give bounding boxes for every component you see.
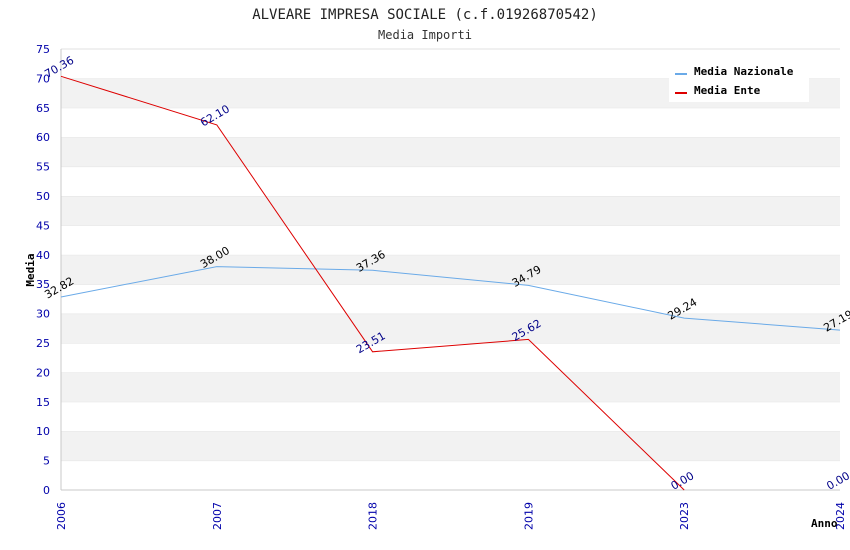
grid-band xyxy=(61,313,840,343)
y-tick-label: 15 xyxy=(36,396,50,409)
y-tick-label: 5 xyxy=(43,455,50,468)
axes xyxy=(60,49,840,491)
legend-entry: Media Nazionale xyxy=(694,65,794,78)
grid-band xyxy=(61,196,840,226)
legend: Media Nazionale Media Ente xyxy=(669,60,809,102)
legend-entry: Media Ente xyxy=(694,84,761,97)
y-tick-label: 20 xyxy=(36,366,50,379)
grid-band xyxy=(61,431,840,461)
x-tick-label: 2019 xyxy=(522,502,535,530)
y-tick-label: 40 xyxy=(36,249,50,262)
grid-band xyxy=(61,401,840,432)
y-tick-label: 50 xyxy=(36,190,50,203)
x-axis-ticks: 2006 2007 2018 2019 2023 2024 xyxy=(55,502,847,530)
x-tick-label: 2006 xyxy=(55,502,68,530)
grid-bands xyxy=(61,48,840,490)
y-tick-label: 45 xyxy=(36,219,50,232)
y-tick-label: 10 xyxy=(36,425,50,438)
grid-band xyxy=(61,166,840,196)
y-tick-label: 30 xyxy=(36,308,50,321)
series-line-1 xyxy=(60,75,685,491)
y-tick-label: 65 xyxy=(36,102,50,115)
y-tick-label: 25 xyxy=(36,337,50,350)
x-axis-label: Anno xyxy=(811,517,838,530)
grid-band xyxy=(61,372,840,402)
x-tick-label: 2023 xyxy=(678,502,691,530)
y-axis-label: Media xyxy=(24,253,37,286)
grid-band xyxy=(61,137,840,167)
x-tick-label: 2024 xyxy=(834,502,847,530)
legend-box xyxy=(669,60,809,102)
x-tick-label: 2007 xyxy=(211,502,224,530)
chart-subtitle: Media Importi xyxy=(378,28,472,42)
y-tick-label: 70 xyxy=(36,72,50,85)
x-tick-label: 2018 xyxy=(367,502,380,530)
y-axis-ticks: 0 5 10 15 20 25 30 35 40 45 50 55 60 65 70 75 xyxy=(36,43,50,497)
y-tick-label: 35 xyxy=(36,278,50,291)
grid-band xyxy=(61,343,840,373)
grid-band xyxy=(61,254,840,285)
y-tick-label: 60 xyxy=(36,131,50,144)
grid-band xyxy=(61,225,840,255)
grid-band xyxy=(61,107,840,138)
y-tick-label: 55 xyxy=(36,161,50,174)
y-tick-label: 75 xyxy=(36,43,50,56)
series-line-0 xyxy=(60,266,841,331)
series-lines xyxy=(60,75,841,491)
y-tick-label: 0 xyxy=(43,484,50,497)
chart-title: ALVEARE IMPRESA SOCIALE (c.f.01926870542… xyxy=(252,7,598,23)
grid-band xyxy=(61,284,840,314)
grid-band xyxy=(61,460,840,490)
